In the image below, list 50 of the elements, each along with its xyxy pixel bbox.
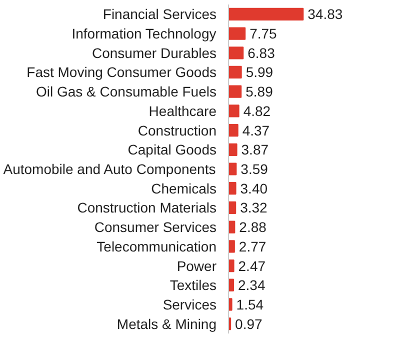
data-label: 3.32 [240,200,268,216]
data-label: 3.59 [240,161,268,177]
data-label: 5.99 [246,64,274,80]
bar [228,104,240,118]
y-tick-label: Textiles [170,277,217,294]
bar [228,8,304,20]
y-tick-label: Power [176,258,217,274]
data-label: 1.54 [236,296,264,312]
y-tick-label: Financial Services [102,6,217,22]
y-tick-label: Oil Gas & Consumable Fuels [36,84,217,100]
data-label: 2.88 [239,219,267,236]
data-label: 2.34 [238,277,266,294]
y-tick-label: Information Technology [72,26,216,42]
data-label: 3.87 [241,142,269,158]
bar [228,278,234,292]
data-label: 4.82 [243,102,271,119]
data-label: 4.37 [242,122,270,138]
y-tick-label: Consumer Services [94,219,217,236]
bar [228,240,235,253]
data-label: 2.47 [238,258,266,274]
bar [228,124,238,137]
y-tick-label: Services [162,296,217,312]
data-label: 3.40 [240,180,268,196]
data-label: 6.83 [248,44,276,61]
y-tick-label: Chemicals [151,180,217,196]
bar [228,259,234,272]
y-tick-label: Automobile and Auto Components [3,161,216,177]
y-tick-label: Healthcare [148,102,217,119]
data-label: 5.89 [246,84,274,100]
y-tick-label: Construction Materials [77,200,217,216]
data-label: 2.77 [238,238,266,254]
bar [228,201,236,214]
data-label: 7.75 [250,26,278,42]
y-tick-label: Fast Moving Consumer Goods [26,64,217,80]
bar [228,162,237,176]
bar [228,143,238,156]
y-tick-label: Capital Goods [128,142,216,158]
bar [228,66,242,79]
bar [228,85,242,98]
data-label: 34.83 [308,6,343,22]
bar [228,298,232,311]
data-label: 0.97 [235,316,263,332]
y-tick-label: Construction [138,122,216,138]
y-tick-label: Metals & Mining [116,316,216,332]
bar [228,220,236,234]
bar [228,27,246,40]
y-tick-label: Consumer Durables [92,44,217,61]
y-tick-label: Telecommunication [96,238,217,254]
bar [228,46,244,60]
bar [228,182,236,195]
